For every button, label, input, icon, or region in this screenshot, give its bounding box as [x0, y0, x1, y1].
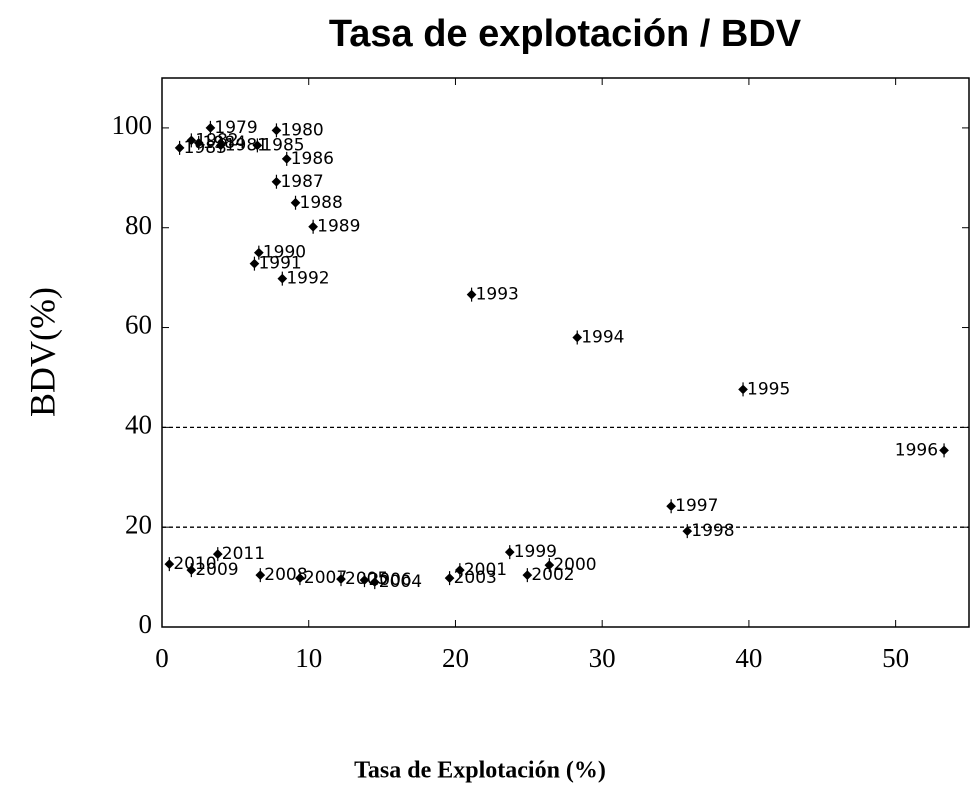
x-tick-label: 40: [735, 643, 762, 673]
point-label: 2008: [264, 565, 307, 585]
y-axis-label: BDV(%): [22, 287, 62, 417]
point-label: 1993: [476, 285, 519, 305]
point: [253, 245, 264, 260]
point-label: 2002: [531, 565, 574, 585]
point: [164, 557, 175, 572]
point-label: 2006: [368, 570, 411, 590]
point: [682, 524, 693, 539]
point-label: 1985: [261, 135, 304, 155]
point: [359, 573, 370, 588]
point: [205, 120, 216, 135]
point: [271, 123, 282, 138]
point-label: 2000: [553, 555, 596, 575]
point: [295, 571, 305, 586]
point-label: 1995: [747, 379, 790, 399]
y-tick-label: 100: [112, 110, 153, 140]
point: [249, 256, 260, 271]
point: [455, 563, 465, 578]
point-label: 2010: [173, 554, 216, 574]
point: [666, 499, 676, 514]
point: [174, 140, 185, 155]
y-tick-label: 0: [139, 609, 153, 639]
point: [252, 138, 263, 153]
point-label: 1998: [691, 521, 734, 541]
chart-title: Tasa de explotación / BDV: [329, 13, 802, 55]
x-axis-label: Tasa de Explotación (%): [354, 758, 606, 784]
point-label: 2009: [195, 560, 238, 580]
point: [369, 575, 380, 590]
point: [572, 330, 583, 345]
point-label: 1986: [291, 149, 334, 169]
x-tick-label: 50: [882, 643, 909, 673]
point: [193, 135, 204, 150]
point: [308, 219, 318, 234]
point: [939, 443, 949, 458]
point-label: 2004: [379, 572, 422, 592]
point-label: 1991: [258, 254, 301, 274]
point-label: 1980: [280, 120, 323, 140]
point: [290, 195, 301, 210]
y-tick-label: 40: [125, 410, 152, 440]
point: [738, 382, 748, 397]
point: [466, 287, 477, 302]
point-label: 1994: [581, 328, 624, 348]
point: [215, 138, 226, 153]
x-tick-label: 20: [442, 643, 469, 673]
point-label: 1982: [195, 130, 238, 150]
point-label: 1984: [203, 133, 246, 153]
x-tick-label: 30: [589, 643, 616, 673]
point-label: 2001: [464, 560, 507, 580]
point: [212, 547, 223, 562]
point: [186, 563, 197, 578]
x-tick-label: 10: [295, 643, 322, 673]
point: [444, 571, 455, 586]
point-label: 1997: [675, 496, 718, 516]
plot-frame: [161, 77, 970, 628]
point: [336, 572, 346, 587]
x-tick-label: 0: [155, 643, 169, 673]
point: [277, 271, 288, 286]
point: [186, 133, 197, 148]
point: [271, 174, 282, 189]
point-label: 2011: [222, 544, 265, 564]
point-label: 2007: [304, 568, 347, 588]
point-label: 1990: [263, 243, 306, 263]
point: [504, 545, 515, 560]
y-tick-label: 80: [125, 210, 152, 240]
point: [281, 151, 292, 166]
y-tick-label: 20: [125, 509, 152, 539]
point-label: 1999: [514, 542, 557, 562]
point: [522, 568, 533, 583]
point-label: 1989: [317, 217, 360, 237]
point-label: 1996: [895, 440, 938, 460]
point-label: 1988: [300, 193, 343, 213]
y-tick-label: 60: [125, 310, 152, 340]
point-label: 1979: [214, 118, 257, 138]
point: [255, 568, 266, 583]
point-label: 2003: [454, 568, 497, 588]
point-label: 1987: [280, 172, 323, 192]
point: [544, 558, 555, 573]
point-label: 1992: [286, 269, 329, 289]
